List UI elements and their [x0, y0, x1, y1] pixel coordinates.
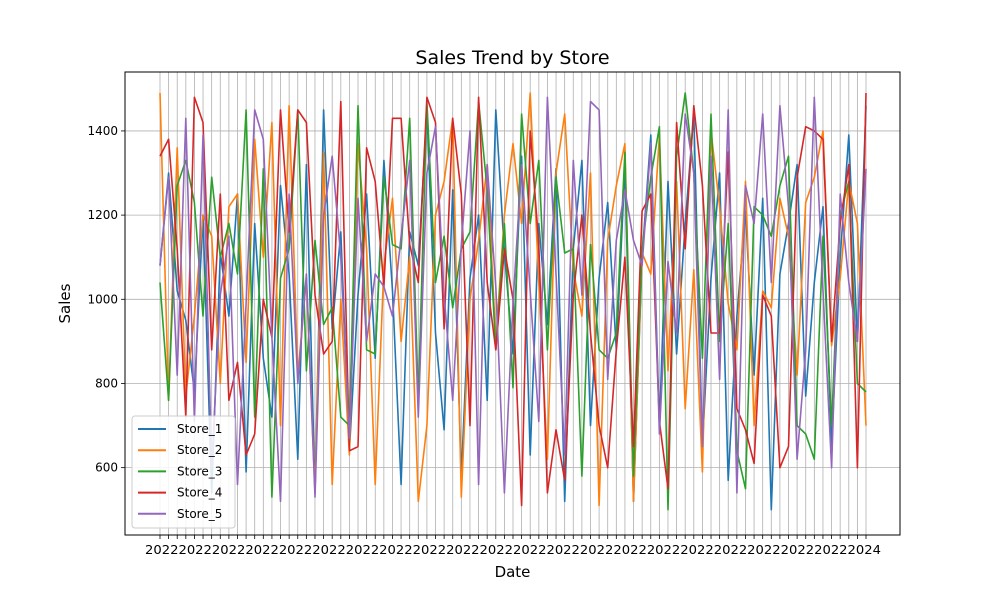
y-tick-label: 1200	[87, 208, 118, 222]
plot-frame	[124, 71, 901, 536]
y-tick-label: 800	[95, 376, 118, 390]
legend-label: Store_2	[177, 443, 222, 457]
y-tick-label: 1000	[87, 292, 118, 306]
x-tick-labels: 2022202220222022202220222022202220222022…	[145, 543, 881, 557]
y-axis-ticks: 600 800 1000 1200 1400	[87, 124, 125, 475]
series-line-store-5	[159, 96, 867, 503]
series-line-store-2	[159, 92, 867, 507]
legend-label: Store_3	[177, 464, 222, 478]
legend-label: Store_4	[177, 486, 222, 500]
y-tick-label: 600	[95, 461, 118, 475]
y-axis-label: Sales	[56, 283, 74, 323]
legend-label: Store_1	[177, 422, 222, 436]
legend-box	[131, 415, 236, 529]
legend-label: Store_5	[177, 507, 222, 521]
x-axis-label: Date	[495, 563, 531, 581]
legend: Store_1 Store_2 Store_3 Store_4 Store_5	[131, 415, 236, 529]
y-tick-label: 1400	[87, 124, 118, 138]
series-line-store-3	[159, 92, 867, 511]
chart-title: Sales Trend by Store	[415, 47, 609, 69]
series-lines	[159, 92, 867, 511]
x-axis-ticks: 2022202220222022202220222022202220222022…	[145, 535, 881, 557]
